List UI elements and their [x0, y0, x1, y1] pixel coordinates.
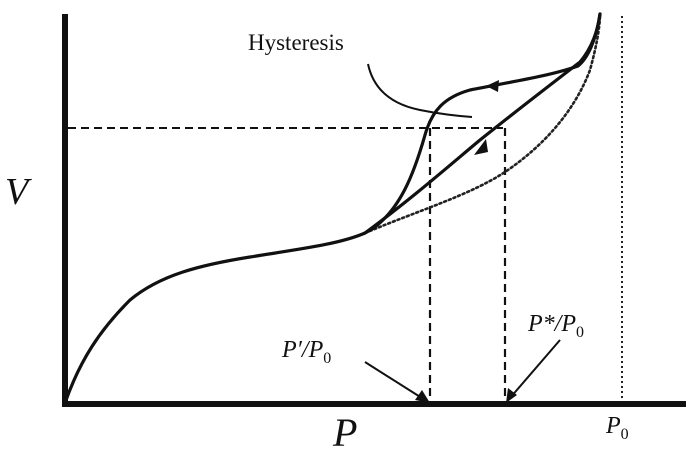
- isotherm-common-branch: [63, 231, 367, 405]
- p-star-pointer-line: [509, 339, 561, 399]
- isotherm-desorption-branch: [363, 12, 602, 235]
- p-prime-main: P′: [281, 337, 303, 363]
- p-star-denom: P: [560, 311, 576, 337]
- p-prime-pointer-line: [364, 361, 426, 401]
- p-star-label: P*/P0: [527, 311, 584, 341]
- isotherm-ideal-dotted: [363, 12, 602, 235]
- desorption-arrow-icon: [486, 80, 499, 92]
- p-star-sub: 0: [576, 324, 584, 341]
- p-star-slash: /: [553, 311, 564, 337]
- hysteresis-pointer-line: [367, 63, 473, 118]
- p-prime-pointer-arrow-icon: [415, 390, 430, 403]
- p-star-main: P*: [527, 311, 555, 337]
- p-zero-label: P0: [605, 413, 629, 443]
- p-zero-main: P: [605, 413, 621, 439]
- y-axis-label: V: [5, 171, 32, 213]
- hysteresis-label: Hysteresis: [248, 30, 344, 55]
- p-prime-slash: /: [300, 337, 311, 363]
- p-zero-sub: 0: [621, 426, 629, 443]
- x-axis-label: P: [332, 410, 357, 455]
- p-prime-label: P′/P0: [281, 337, 331, 367]
- p-prime-denom: P: [308, 337, 324, 363]
- adsorption-arrow-icon: [474, 139, 488, 155]
- p-star-pointer-arrow-icon: [506, 388, 517, 403]
- p-prime-sub: 0: [323, 350, 331, 367]
